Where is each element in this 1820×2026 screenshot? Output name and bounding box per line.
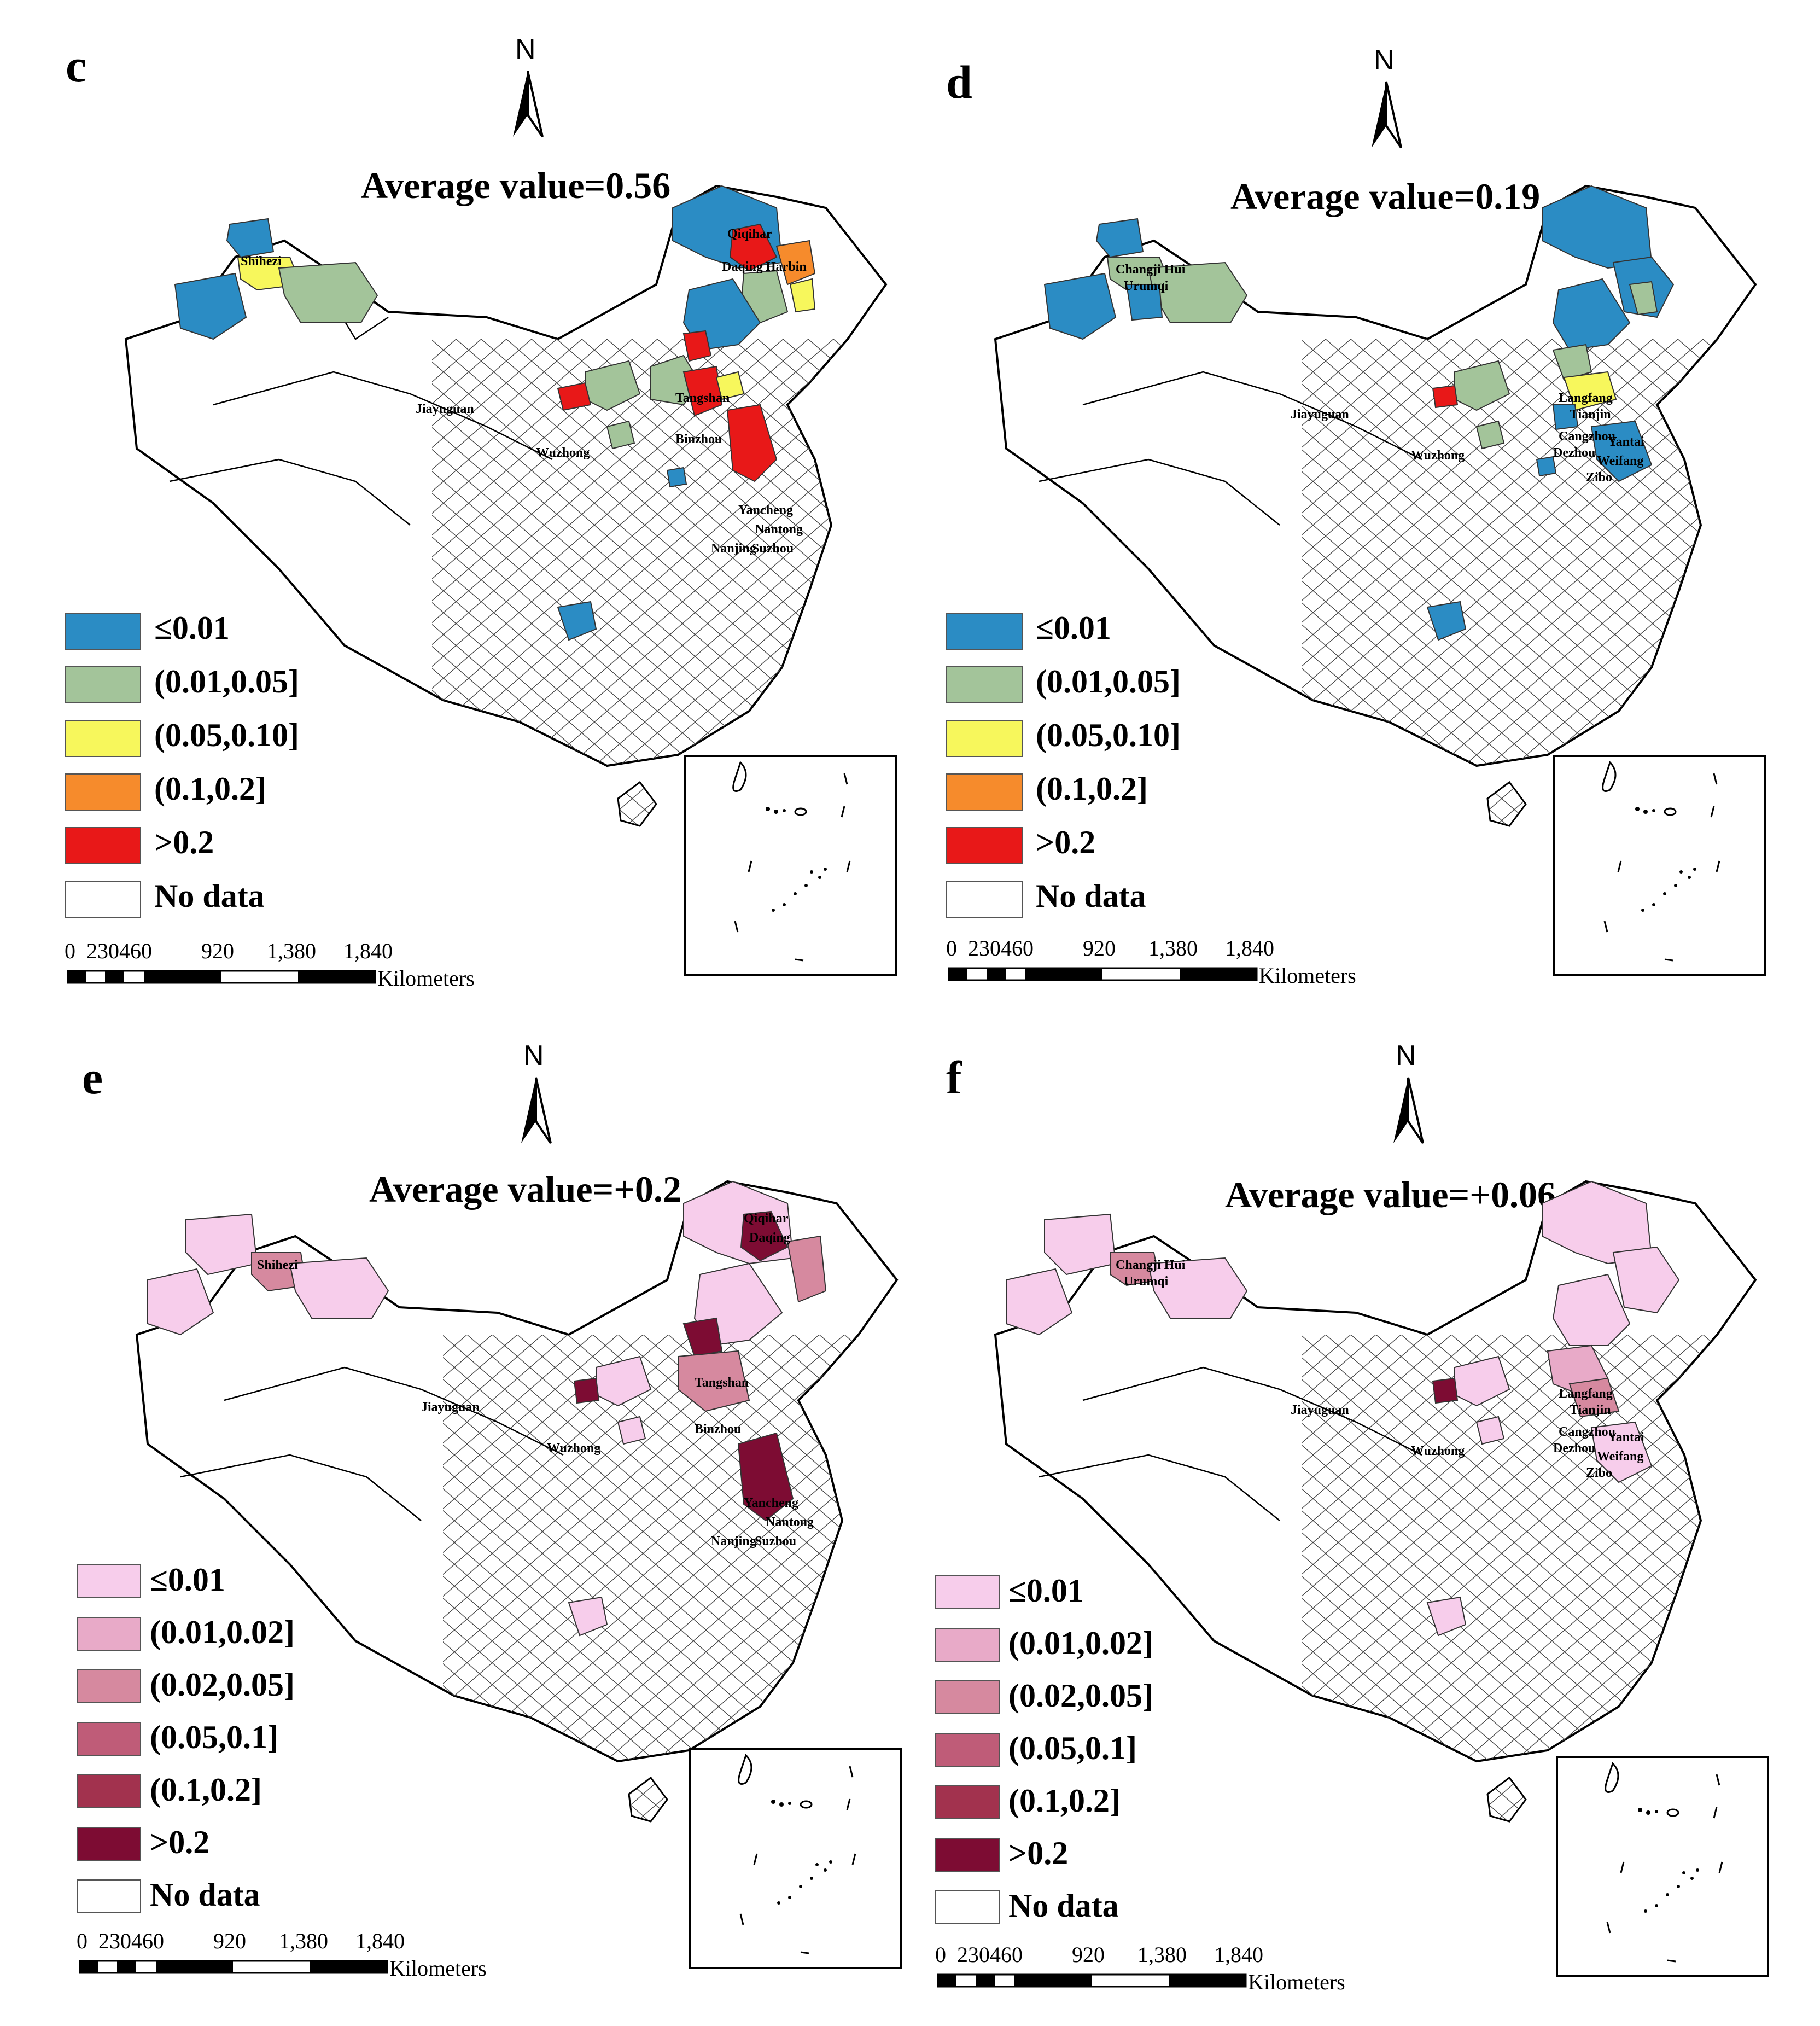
legend-swatch xyxy=(935,1575,1000,1609)
city-label: Tianjin xyxy=(1570,1403,1611,1417)
city-label: Yantai xyxy=(1608,435,1644,449)
north-arrow-icon: N xyxy=(1362,44,1411,153)
china-choropleth-map: Changji Hui Urumqi Jiayuguan Wuzhong Lan… xyxy=(994,1180,1757,1823)
legend-swatch xyxy=(65,666,141,703)
city-label: Jiayuguan xyxy=(1291,407,1349,422)
city-label: Tangshan xyxy=(695,1376,749,1390)
average-value-title: Average value=+0.06 xyxy=(1225,1174,1556,1215)
city-label: Qiqihar xyxy=(727,227,772,241)
city-label: Weifang xyxy=(1597,1449,1643,1464)
city-label: Suzhou xyxy=(752,542,794,556)
legend-swatch xyxy=(77,1879,141,1913)
panel-f: f N Average value=+0.06 Changji Hui Urum… xyxy=(902,1017,1805,2024)
legend-swatch xyxy=(946,773,1023,811)
city-label: Suzhou xyxy=(755,1534,796,1548)
legend-swatch xyxy=(935,1785,1000,1819)
legend-swatch xyxy=(77,1564,141,1598)
legend-swatch xyxy=(65,613,141,650)
city-label: Nanjing xyxy=(711,542,756,556)
north-arrow-icon: N xyxy=(511,1039,561,1149)
panel-label: d xyxy=(946,56,972,108)
city-label: Zibo xyxy=(1586,470,1612,485)
south-china-sea-inset xyxy=(1556,1756,1769,1977)
south-china-sea-inset xyxy=(689,1748,902,1969)
north-arrow-icon: N xyxy=(503,33,552,142)
city-label: Zibo xyxy=(1586,1466,1612,1480)
city-label: Nanjing xyxy=(711,1534,756,1548)
city-label: Urumqi xyxy=(1124,1274,1169,1289)
china-choropleth-map: Qiqihar Daqing Harbin Shihezi Jiayuguan … xyxy=(124,184,888,827)
legend-swatch xyxy=(77,1827,141,1861)
north-arrow-icon: N xyxy=(1384,1039,1433,1149)
city-label: Daqing xyxy=(722,260,763,274)
panel-c: c N Average value=0.56 xyxy=(0,0,902,1006)
legend-swatch xyxy=(935,1733,1000,1767)
legend-swatch xyxy=(77,1669,141,1703)
scale-bar: 0 230460 920 1,380 1,840 Kilometers xyxy=(935,1942,1345,1994)
city-label: Yancheng xyxy=(744,1496,798,1510)
city-label: Wuzhong xyxy=(536,446,590,460)
city-label: Cangzhou xyxy=(1559,429,1615,444)
panel-label: e xyxy=(82,1051,103,1104)
city-label: Wuzhong xyxy=(1411,1444,1465,1458)
city-label: Wuzhong xyxy=(547,1441,600,1456)
scale-bar: 0 230460 920 1,380 1,840 Kilometers xyxy=(65,939,475,991)
city-label: Weifang xyxy=(1597,454,1643,468)
city-label: Daqing xyxy=(749,1231,790,1245)
legend-swatch xyxy=(946,720,1023,757)
panel-d: d N Average value=0.19 Changji Hui xyxy=(902,0,1805,1006)
city-label: Binzhou xyxy=(695,1422,741,1436)
legend-swatch xyxy=(946,827,1023,864)
panel-e: e N Average value=+0.2 Qiqihar Daqing Sh… xyxy=(0,1017,902,2024)
city-label: Changji Hui xyxy=(1116,1258,1186,1272)
panel-label: c xyxy=(66,39,87,92)
south-china-sea-inset xyxy=(684,755,897,976)
china-choropleth-map: Qiqihar Daqing Shihezi Jiayuguan Wuzhong… xyxy=(135,1180,899,1823)
china-choropleth-map: Changji Hui Urumqi Jiayuguan Wuzhong Lan… xyxy=(994,184,1757,827)
legend-swatch xyxy=(65,720,141,757)
city-label: Tianjin xyxy=(1570,407,1611,422)
city-label: Binzhou xyxy=(675,432,722,446)
city-label: Yantai xyxy=(1608,1430,1644,1445)
city-label: Jiayuguan xyxy=(421,1400,480,1414)
city-label: Dezhou xyxy=(1553,446,1595,460)
legend-swatch xyxy=(946,666,1023,703)
city-label: Nantong xyxy=(755,522,803,537)
city-label: Langfang xyxy=(1559,391,1613,405)
legend-swatch xyxy=(77,1722,141,1756)
city-label: Qiqihar xyxy=(744,1212,789,1226)
legend-swatch xyxy=(935,1838,1000,1872)
city-label: Shihezi xyxy=(241,254,282,269)
city-label: Urumqi xyxy=(1124,279,1169,293)
city-label: Harbin xyxy=(766,260,807,274)
average-value-title: Average value=0.19 xyxy=(1230,176,1541,217)
city-label: Dezhou xyxy=(1553,1441,1595,1456)
legend-swatch xyxy=(935,1628,1000,1662)
city-label: Shihezi xyxy=(257,1258,298,1272)
scale-bar: 0 230460 920 1,380 1,840 Kilometers xyxy=(77,1929,487,1981)
city-label: Wuzhong xyxy=(1411,449,1465,463)
city-label: Langfang xyxy=(1559,1387,1613,1401)
legend-swatch xyxy=(65,773,141,811)
legend-swatch xyxy=(946,881,1023,918)
city-label: Nantong xyxy=(766,1515,814,1529)
city-label: Jiayuguan xyxy=(1291,1403,1349,1417)
panel-label: f xyxy=(946,1051,962,1104)
legend-swatch xyxy=(935,1680,1000,1714)
scale-bar: 0 230460 920 1,380 1,840 Kilometers xyxy=(946,936,1356,988)
legend-swatch xyxy=(946,613,1023,650)
legend-swatch xyxy=(935,1890,1000,1924)
city-label: Changji Hui xyxy=(1116,263,1186,277)
city-label: Jiayuguan xyxy=(416,402,474,416)
legend-swatch xyxy=(65,881,141,918)
city-label: Yancheng xyxy=(738,503,793,517)
legend-swatch xyxy=(77,1617,141,1651)
average-value-title: Average value=0.56 xyxy=(361,165,671,206)
legend-swatch xyxy=(65,827,141,864)
average-value-title: Average value=+0.2 xyxy=(369,1168,681,1210)
city-label: Tangshan xyxy=(675,391,730,405)
legend-swatch xyxy=(77,1774,141,1808)
south-china-sea-inset xyxy=(1553,755,1766,976)
city-label: Cangzhou xyxy=(1559,1425,1615,1439)
